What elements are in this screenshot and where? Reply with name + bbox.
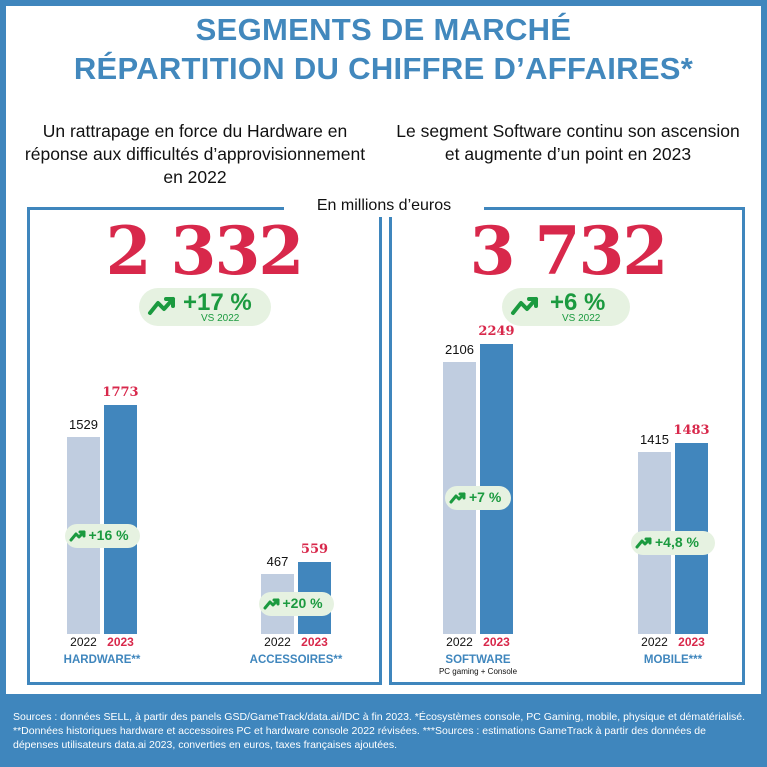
bar-2023 xyxy=(104,405,137,634)
total-growth-pill-right: +6 % VS 2022 xyxy=(502,288,630,326)
total-left: 2 332 xyxy=(105,212,305,290)
year-label-2023: 2023 xyxy=(107,635,134,649)
total-growth-note: VS 2022 xyxy=(201,313,240,324)
year-label-2022: 2022 xyxy=(641,635,668,649)
value-label-2023: 2249 xyxy=(478,324,515,339)
value-label-2022: 1415 xyxy=(640,432,669,447)
title-line-1: SEGMENTS DE MARCHÉ xyxy=(195,12,572,47)
growth-value: +7 % xyxy=(469,489,502,505)
growth-value: +16 % xyxy=(88,527,129,543)
value-label-2023: 1483 xyxy=(673,423,710,438)
year-label-2023: 2023 xyxy=(678,635,705,649)
trend-up-arrow-icon xyxy=(449,492,466,504)
trend-up-arrow-icon xyxy=(69,530,85,542)
growth-pill: +16 % xyxy=(64,524,140,548)
year-label-2022: 2022 xyxy=(446,635,473,649)
segment-sublabel: PC gaming + Console xyxy=(438,667,518,676)
growth-pill: +7 % xyxy=(445,486,511,510)
value-label-2023: 1773 xyxy=(102,385,139,400)
value-label-2022: 467 xyxy=(266,554,289,569)
subtitle-right: Le segment Software continu son ascensio… xyxy=(396,121,740,164)
growth-value: +20 % xyxy=(282,595,323,611)
year-label-2022: 2022 xyxy=(264,635,291,649)
segment-name: MOBILE*** xyxy=(643,654,703,666)
growth-pill: +4,8 % xyxy=(631,531,715,555)
trend-up-arrow-icon xyxy=(263,598,279,610)
year-label-2023: 2023 xyxy=(301,635,328,649)
value-label-2022: 2106 xyxy=(445,342,474,357)
growth-pill: +20 % xyxy=(258,592,334,616)
footer-sources: Sources : données SELL, à partir des pan… xyxy=(13,711,746,751)
total-right: 3 732 xyxy=(469,212,669,290)
segment-name: ACCESSOIRES** xyxy=(249,654,343,666)
year-label-2022: 2022 xyxy=(70,635,97,649)
trend-up-arrow-icon xyxy=(635,537,652,549)
footer: Sources : données SELL, à partir des pan… xyxy=(0,694,767,767)
unit-label: En millions d’euros xyxy=(284,195,484,217)
total-growth-value: +17 % xyxy=(183,289,252,316)
title-line-2: RÉPARTITION DU CHIFFRE D’AFFAIRES* xyxy=(73,51,694,86)
year-label-2023: 2023 xyxy=(483,635,510,649)
subtitle-left: Un rattrapage en force du Hardware en ré… xyxy=(24,121,366,187)
segment-name: SOFTWARE xyxy=(445,654,511,666)
total-growth-note: VS 2022 xyxy=(562,313,601,324)
total-growth-pill-left: +17 % VS 2022 xyxy=(139,288,271,326)
trend-up-arrow-icon xyxy=(511,297,538,315)
trend-up-arrow-icon xyxy=(148,297,175,315)
growth-value: +4,8 % xyxy=(655,534,699,550)
total-growth-value: +6 % xyxy=(550,289,606,316)
value-label-2022: 1529 xyxy=(69,417,98,432)
value-label-2023: 559 xyxy=(300,542,329,557)
segment-name: HARDWARE** xyxy=(63,654,141,666)
